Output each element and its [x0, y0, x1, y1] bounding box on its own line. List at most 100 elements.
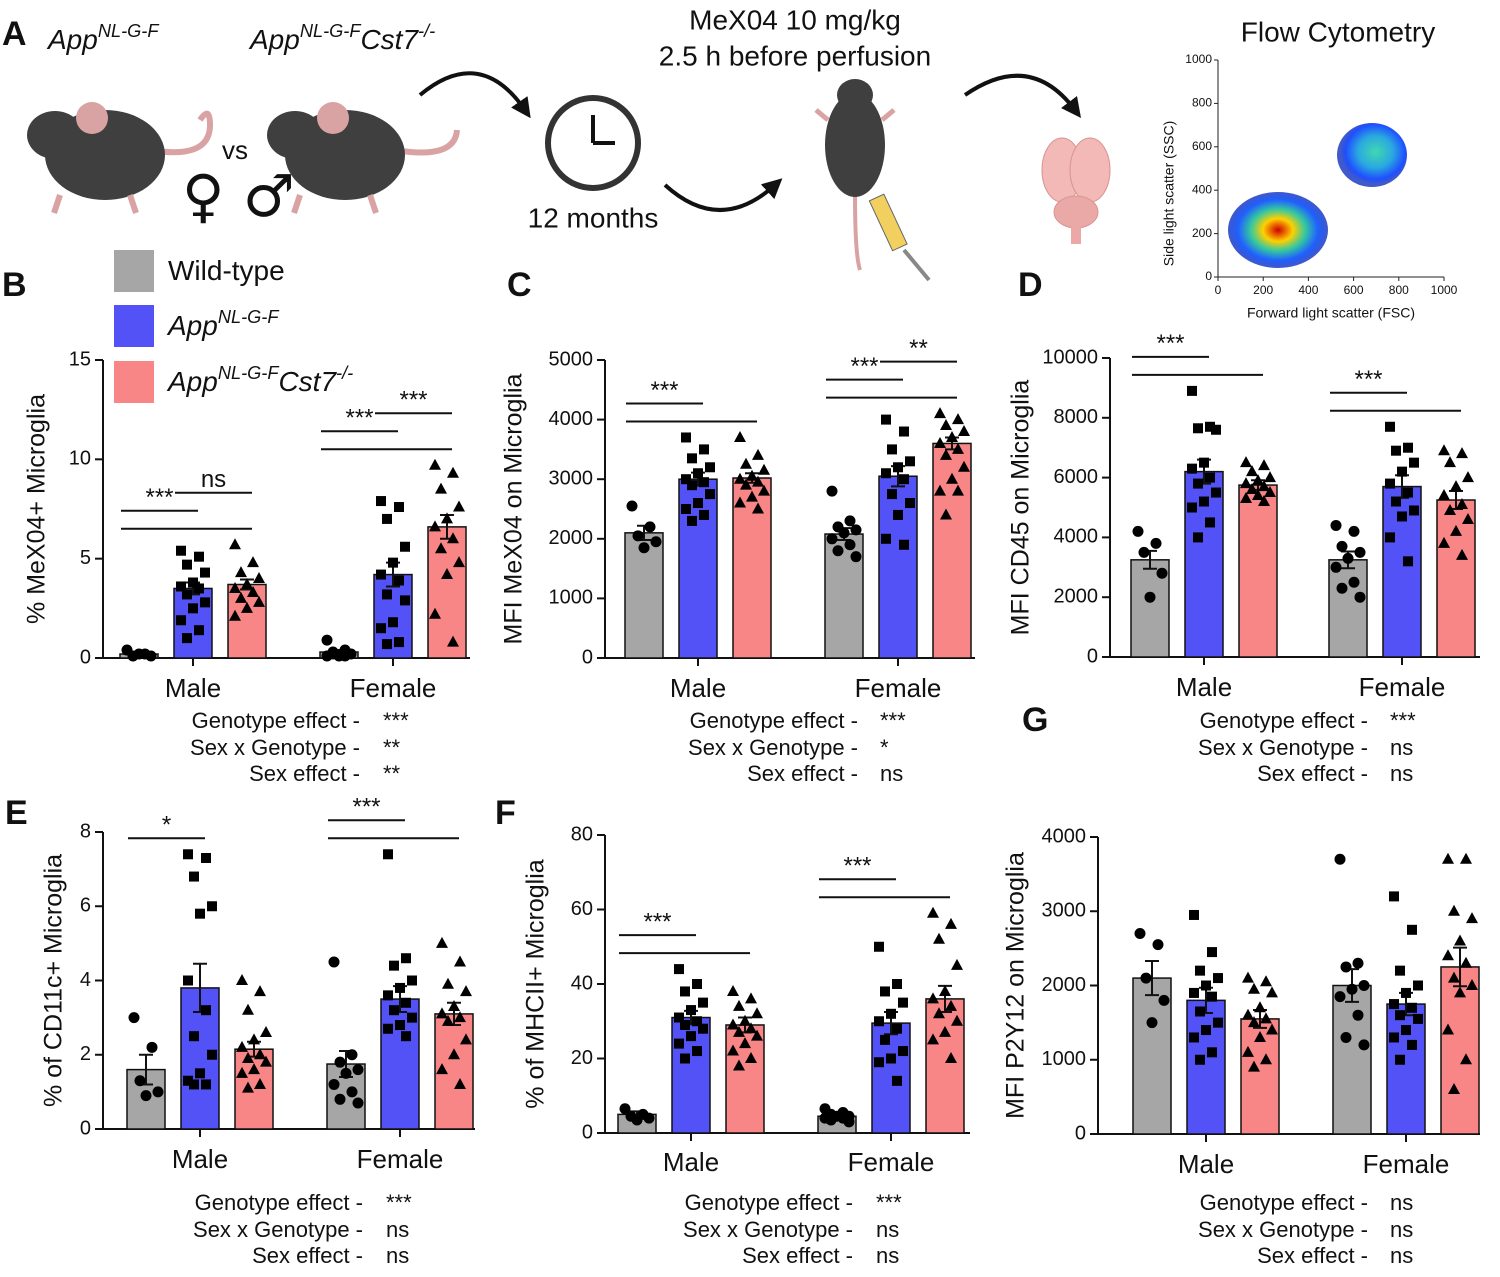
data-point [1397, 466, 1407, 477]
stats-result: ** [383, 761, 401, 786]
legend-swatch [114, 250, 154, 292]
panel-label: G [1022, 701, 1048, 739]
data-point [1395, 1054, 1405, 1065]
data-point [460, 985, 472, 997]
data-point [734, 496, 746, 508]
data-point [758, 463, 770, 475]
data-point [176, 615, 186, 626]
data-point [1401, 1025, 1411, 1036]
data-point [626, 500, 638, 512]
data-point [134, 1075, 146, 1087]
data-point [1385, 421, 1395, 432]
data-point [242, 1081, 254, 1093]
y-axis-label: MFI MeX04 on Microglia [500, 373, 528, 644]
data-point [436, 1063, 448, 1075]
data-point [1352, 1009, 1364, 1021]
data-point [1246, 465, 1258, 477]
data-point [1213, 1017, 1223, 1028]
data-point [1348, 576, 1360, 588]
data-point [1438, 536, 1450, 548]
x-tick-label: 400 [1298, 283, 1318, 297]
stats-result: *** [386, 1190, 412, 1215]
data-point [843, 1116, 855, 1128]
data-point [454, 955, 466, 967]
data-point [352, 1097, 364, 1109]
y-tick-label: 2 [80, 1043, 91, 1065]
x-tick-label: 800 [1389, 283, 1409, 297]
data-point [247, 556, 259, 568]
significance-label: *** [399, 387, 427, 414]
data-point [188, 603, 198, 614]
data-point [905, 456, 915, 467]
y-axis-label: % of MHCII+ Microglia [522, 859, 550, 1108]
data-point [927, 906, 939, 918]
data-point [407, 975, 417, 986]
data-point [1193, 532, 1203, 543]
stats-label: Sex effect - [249, 761, 360, 786]
y-tick-label: 6 [80, 895, 91, 917]
stats-result: ns [1390, 761, 1413, 786]
data-point [1211, 487, 1221, 498]
genotype-label: AppNL-G-F [46, 21, 159, 56]
data-point [734, 430, 746, 442]
data-point [752, 475, 764, 487]
mouse-illustration [267, 102, 460, 214]
data-point [339, 650, 351, 662]
data-point [1264, 486, 1276, 498]
data-point [945, 999, 957, 1011]
data-point [1195, 1006, 1205, 1017]
data-point [1146, 1017, 1158, 1029]
x-tick-label: Female [855, 673, 942, 703]
data-point [643, 1112, 655, 1124]
panel-label: F [495, 794, 516, 832]
data-point [1158, 994, 1170, 1006]
data-point [328, 1078, 340, 1090]
data-point [874, 1057, 884, 1068]
data-point [739, 1014, 751, 1026]
data-point [1340, 961, 1352, 973]
stats-label: Sex x Genotype - [193, 1217, 363, 1242]
bar [1332, 984, 1372, 1135]
data-point [844, 515, 856, 527]
data-point [705, 462, 715, 473]
bar [1238, 484, 1278, 658]
data-point [1442, 949, 1454, 961]
data-point [242, 1003, 254, 1015]
significance-label: *** [850, 353, 878, 380]
y-tick-label: 4000 [1042, 825, 1087, 847]
data-point [1403, 556, 1413, 567]
data-point [832, 545, 844, 557]
significance-label: ns [201, 466, 226, 493]
data-point [681, 504, 691, 514]
legend-label: AppNL-G-F [166, 307, 279, 342]
y-tick-label: 0 [80, 646, 91, 668]
y-tick-label: 2000 [1042, 974, 1087, 996]
data-point [1258, 495, 1270, 507]
stats-result: ns [1390, 1243, 1413, 1268]
legend [114, 250, 154, 403]
x-tick-label: Female [350, 673, 437, 703]
data-point [751, 1007, 763, 1019]
data-point [400, 595, 410, 606]
data-point [745, 1022, 757, 1034]
y-tick-label: 1000 [549, 587, 594, 609]
significance-label: *** [643, 908, 671, 935]
significance-label: *** [1354, 366, 1382, 393]
data-point [940, 508, 952, 520]
data-point [235, 566, 247, 578]
data-point [1466, 979, 1478, 990]
data-point [442, 977, 454, 989]
data-point [248, 1063, 260, 1075]
significance-label: *** [345, 405, 373, 432]
data-point [1413, 1013, 1423, 1024]
data-point [407, 1012, 417, 1023]
vs-label: vs [222, 135, 248, 165]
data-point [746, 490, 758, 502]
text-part: NL-G-F [218, 307, 280, 327]
data-point [1207, 991, 1217, 1002]
panel-label: C [507, 266, 532, 304]
arrow [963, 73, 1082, 118]
data-point [1199, 496, 1209, 507]
data-point [1150, 537, 1162, 549]
data-point [881, 468, 891, 479]
